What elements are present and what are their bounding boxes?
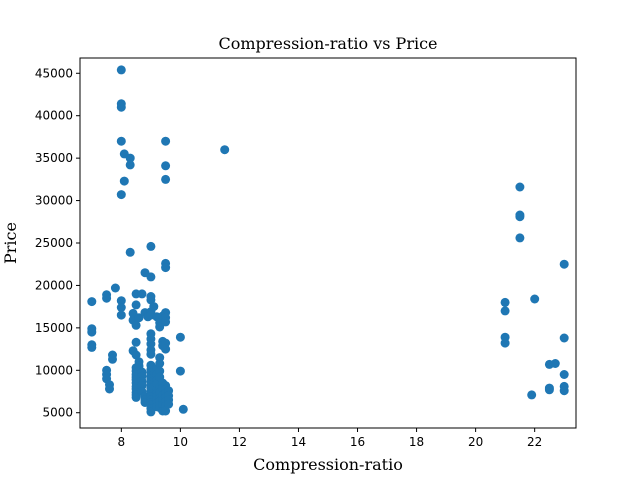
y-tick-label: 10000 — [35, 363, 73, 377]
data-point — [550, 359, 560, 368]
data-point — [119, 176, 129, 186]
x-tick-label: 10 — [173, 435, 188, 449]
data-point — [515, 212, 525, 222]
x-tick-label: 22 — [527, 435, 542, 449]
x-tick-label: 16 — [350, 435, 365, 449]
y-tick-label: 20000 — [35, 278, 73, 292]
data-point — [125, 247, 135, 257]
y-axis-label: Price — [1, 222, 20, 264]
data-point — [175, 366, 185, 376]
data-point — [161, 174, 171, 184]
data-point — [131, 320, 141, 330]
data-point — [155, 322, 165, 332]
data-point — [149, 302, 159, 312]
x-tick-label: 8 — [118, 435, 126, 449]
data-point — [515, 233, 525, 243]
data-point — [161, 344, 171, 354]
data-point — [544, 385, 554, 395]
data-point — [87, 327, 97, 337]
data-point — [125, 160, 135, 170]
data-point — [559, 259, 569, 269]
data-point — [116, 136, 126, 146]
x-tick-label: 20 — [468, 435, 483, 449]
y-tick-label: 15000 — [35, 321, 73, 335]
data-point — [116, 303, 126, 312]
data-point — [500, 338, 510, 348]
data-point — [164, 399, 174, 409]
x-tick-label: 12 — [232, 435, 247, 449]
data-point — [161, 406, 171, 416]
x-axis: 8 10 12 14 16 18 20 22 — [118, 428, 542, 449]
data-point — [116, 190, 126, 200]
data-point — [530, 294, 540, 304]
data-point — [105, 384, 114, 394]
y-tick-label: 45000 — [35, 66, 73, 80]
data-point — [500, 306, 510, 316]
data-point — [116, 296, 126, 306]
data-point — [131, 392, 141, 402]
data-point — [146, 241, 156, 251]
points-layer — [87, 65, 569, 417]
data-point — [178, 404, 188, 414]
chart-title: Compression-ratio vs Price — [218, 34, 437, 53]
data-point — [559, 370, 569, 379]
x-tick-label: 18 — [409, 435, 424, 449]
y-tick-label: 5000 — [42, 406, 73, 420]
data-point — [500, 297, 510, 307]
data-point — [220, 145, 230, 155]
data-point — [110, 283, 120, 293]
x-tick-label: 14 — [291, 435, 306, 449]
data-point — [116, 102, 126, 112]
x-axis-label: Compression-ratio — [253, 455, 403, 474]
data-point — [87, 297, 97, 307]
y-tick-label: 35000 — [35, 151, 73, 165]
data-point — [527, 390, 537, 400]
y-axis: 5000 10000 15000 20000 25000 30000 35000 40000 4… — [35, 66, 80, 420]
data-point — [108, 354, 117, 364]
data-point — [146, 407, 156, 417]
y-tick-label: 30000 — [35, 194, 73, 208]
data-point — [134, 313, 144, 323]
data-point — [515, 182, 525, 192]
data-point — [559, 333, 569, 343]
data-point — [137, 289, 147, 299]
data-point — [146, 272, 156, 282]
data-point — [161, 136, 171, 146]
data-point — [146, 349, 156, 359]
data-point — [116, 310, 126, 320]
data-point — [116, 65, 126, 75]
data-point — [131, 337, 141, 347]
y-tick-label: 25000 — [35, 236, 73, 250]
data-point — [161, 263, 171, 273]
data-point — [131, 300, 141, 310]
data-point — [559, 386, 569, 396]
data-point — [102, 293, 112, 303]
data-point — [175, 332, 185, 342]
data-point — [161, 161, 171, 171]
data-point — [87, 342, 97, 352]
data-point — [131, 350, 141, 360]
data-point — [155, 359, 165, 368]
y-tick-label: 40000 — [35, 109, 73, 123]
data-point — [125, 153, 135, 163]
data-point — [161, 317, 171, 327]
